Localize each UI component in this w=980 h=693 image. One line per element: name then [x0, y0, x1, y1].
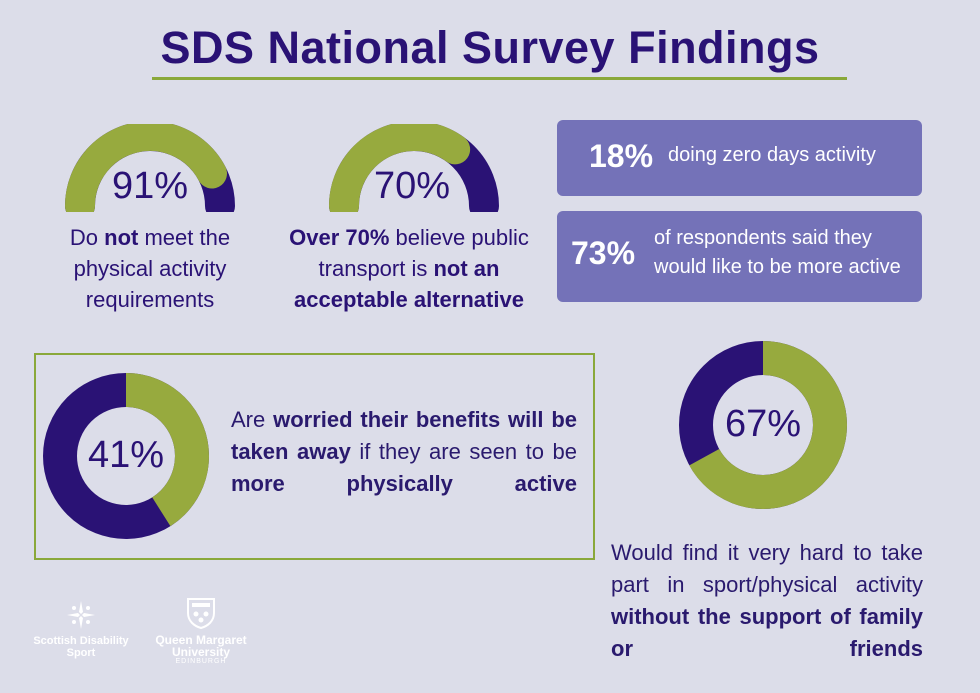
gauge-70-caption: Over 70% believe public transport is not… [289, 225, 529, 312]
stat-value: 73% [571, 235, 636, 271]
stat-label: of respondents said they would like to b… [654, 227, 901, 278]
gauge-70-fill [329, 124, 471, 212]
sds-logo-line2: Sport [66, 647, 96, 659]
sds-logo: Scottish Disability Sport [22, 600, 140, 659]
donut-67-fill [679, 341, 847, 509]
stat-label: doing zero days activity [668, 144, 876, 166]
qmu-logo: Queen Margaret University EDINBURGH [146, 595, 256, 665]
title-underline [152, 77, 847, 80]
page-title: SDS National Survey Findings [160, 22, 820, 73]
gauge-91-caption: Do not meet the physical activity requir… [69, 225, 231, 312]
stat-box-zero-days: 18% doing zero days activity [557, 120, 922, 196]
qmu-logo-line3: EDINBURGH [175, 658, 227, 665]
stat-box-more-active: 73% of respondents said they would like … [557, 211, 922, 302]
stat-value: 18% [589, 138, 654, 174]
qmu-logo-line2: University [171, 645, 231, 659]
gauge-70 [329, 124, 499, 212]
sds-logo-line1: Scottish Disability [33, 635, 129, 647]
qmu-crest-icon [187, 598, 215, 630]
gauge-91 [65, 124, 235, 212]
donut-41-value: 41% [87, 434, 165, 476]
gauge-91-value: 91% [111, 165, 189, 207]
support-text: Would find it very hard to take part in … [611, 540, 923, 661]
gauge-91-fill [65, 124, 227, 212]
gauge-70-value: 70% [373, 165, 451, 207]
benefits-text: Are worried their benefits will be taken… [231, 407, 578, 496]
qmu-logo-line1: Queen Margaret [155, 633, 247, 647]
donut-67-value: 67% [724, 403, 802, 445]
benefits-panel [34, 353, 595, 560]
donut-67 [679, 341, 847, 509]
sds-star-icon [67, 601, 95, 629]
donut-41-fill [43, 373, 209, 539]
donut-41 [43, 373, 209, 539]
